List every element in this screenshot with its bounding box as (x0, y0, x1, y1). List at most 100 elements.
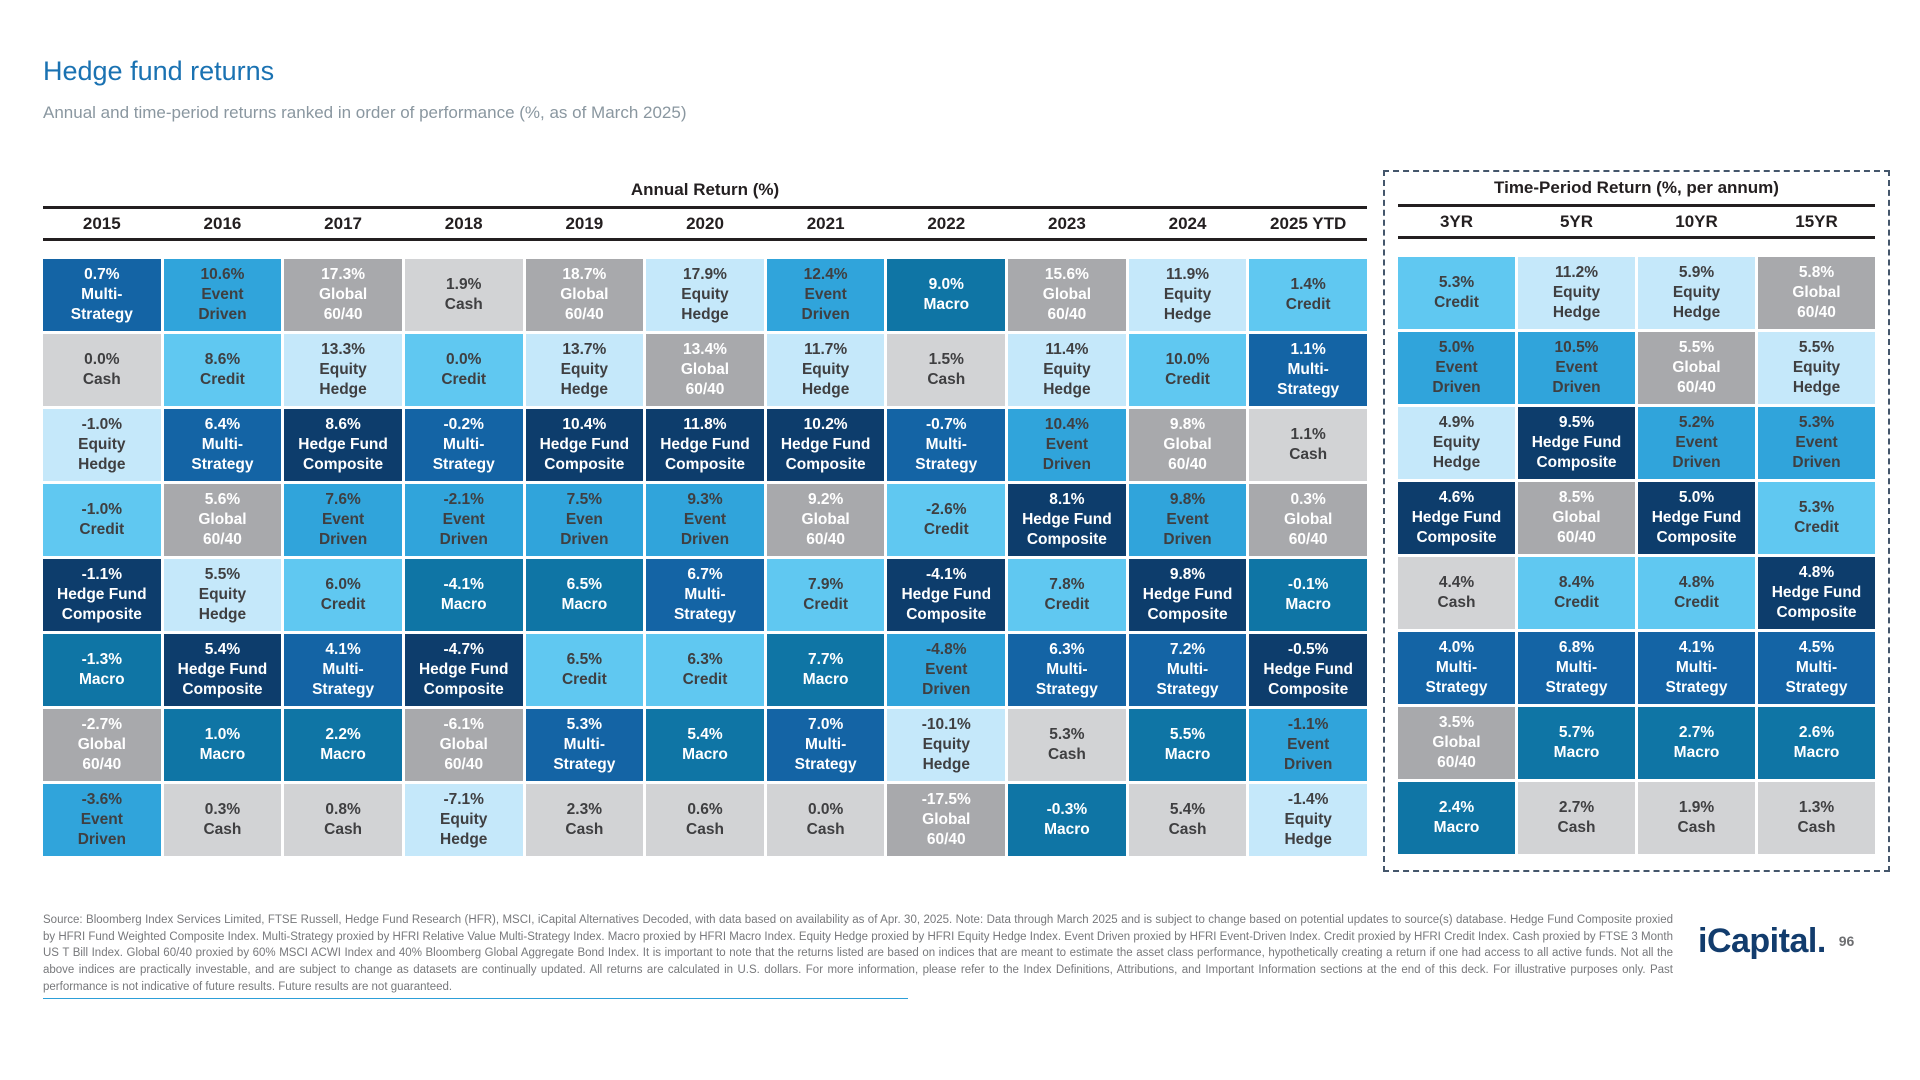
return-cell: 5.4% Hedge Fund Composite (163, 634, 282, 706)
return-cell: 11.8% Hedge Fund Composite (646, 409, 764, 481)
annual-return-grid: 0.7% Multi- Strategy 10.6% Event Driven 17… (43, 259, 1367, 856)
time-period-return-table: Time-Period Return (%, per annum) 3YR 5YR… (1383, 170, 1890, 872)
return-cell: 1.9% Cash (1638, 782, 1755, 854)
return-cell: 6.8% Multi- Strategy (1518, 632, 1635, 704)
return-cell: -1.3% Macro (43, 634, 161, 706)
column-header-2015: 2015 (82, 214, 121, 233)
return-cell: -2.1% Event Driven (404, 484, 523, 556)
return-cell: 6.0% Credit (284, 559, 402, 631)
return-cell: 6.5% Macro (525, 559, 644, 631)
return-cell: -4.8% Event Driven (887, 634, 1006, 706)
return-cell: 8.1% Hedge Fund Composite (1008, 484, 1126, 556)
return-cell: 4.9% Equity Hedge (1398, 407, 1515, 479)
return-cell: 10.4% Event Driven (1008, 409, 1126, 481)
return-cell: 4.1% Multi- Strategy (284, 634, 402, 706)
return-cell: -6.1% Global 60/40 (404, 709, 523, 781)
return-cell: 7.7% Macro (766, 634, 885, 706)
return-cell: 4.8% Hedge Fund Composite (1758, 557, 1875, 629)
return-cell: 0.0% Cash (766, 784, 885, 856)
return-cell: -0.5% Hedge Fund Composite (1249, 634, 1367, 706)
return-cell: -1.1% Hedge Fund Composite (43, 559, 161, 631)
return-cell: 5.5% Equity Hedge (163, 559, 282, 631)
page-subtitle: Annual and time-period returns ranked in… (43, 103, 687, 122)
column-header-2025-ytd: 2025 YTD (1270, 214, 1347, 233)
page-title: Hedge fund returns (43, 56, 275, 86)
column-header-2019: 2019 (565, 214, 604, 233)
logo-text: iCapital (1698, 922, 1817, 960)
return-cell: 12.4% Event Driven (766, 259, 885, 331)
return-cell: 6.7% Multi- Strategy (646, 559, 764, 631)
return-cell: 5.4% Macro (646, 709, 764, 781)
column-header-2018: 2018 (444, 214, 483, 233)
divider (43, 238, 1367, 241)
return-cell: 9.8% Global 60/40 (1128, 409, 1247, 481)
return-cell: 10.0% Credit (1128, 334, 1247, 406)
return-cell: 8.4% Credit (1518, 557, 1635, 629)
return-cell: 5.5% Global 60/40 (1638, 332, 1755, 404)
return-cell: 4.5% Multi- Strategy (1758, 632, 1875, 704)
return-cell: 11.9% Equity Hedge (1128, 259, 1247, 331)
return-cell: -1.1% Event Driven (1249, 709, 1367, 781)
logo-dot: . (1816, 922, 1827, 960)
return-cell: 9.3% Event Driven (646, 484, 764, 556)
page-number: 96 (1838, 933, 1855, 949)
return-cell: 7.0% Multi- Strategy (766, 709, 885, 781)
return-cell: 11.7% Equity Hedge (766, 334, 885, 406)
return-cell: 10.4% Hedge Fund Composite (525, 409, 644, 481)
return-cell: 7.5% Even Driven (525, 484, 644, 556)
return-cell: 0.7% Multi- Strategy (43, 259, 161, 331)
time-period-header: Time-Period Return (%, per annum) (1494, 178, 1779, 197)
return-cell: 10.6% Event Driven (163, 259, 282, 331)
return-cell: 6.4% Multi- Strategy (163, 409, 282, 481)
return-cell: 4.0% Multi- Strategy (1398, 632, 1515, 704)
return-cell: -1.4% Equity Hedge (1249, 784, 1367, 856)
return-cell: -1.0% Credit (43, 484, 161, 556)
return-cell: 1.1% Multi- Strategy (1249, 334, 1367, 406)
return-cell: 4.8% Credit (1638, 557, 1755, 629)
column-header-2024: 2024 (1168, 214, 1207, 233)
return-cell: 4.6% Hedge Fund Composite (1398, 482, 1515, 554)
return-cell: 5.8% Global 60/40 (1758, 257, 1875, 329)
return-cell: 10.2% Hedge Fund Composite (766, 409, 885, 481)
return-cell: -4.7% Hedge Fund Composite (404, 634, 523, 706)
return-cell: 0.3% Global 60/40 (1249, 484, 1367, 556)
return-cell: 9.8% Hedge Fund Composite (1128, 559, 1247, 631)
return-cell: 1.5% Cash (887, 334, 1006, 406)
column-header-3yr: 3YR (1439, 212, 1474, 231)
divider (1398, 236, 1875, 239)
return-cell: 4.4% Cash (1398, 557, 1515, 629)
column-header-2022: 2022 (927, 214, 966, 233)
return-cell: 5.9% Equity Hedge (1638, 257, 1755, 329)
return-cell: 2.6% Macro (1758, 707, 1875, 779)
return-cell: 3.5% Global 60/40 (1398, 707, 1515, 779)
return-cell: 8.6% Credit (163, 334, 282, 406)
return-cell: 2.7% Macro (1638, 707, 1755, 779)
return-cell: 2.4% Macro (1398, 782, 1515, 854)
return-cell: 11.2% Equity Hedge (1518, 257, 1635, 329)
return-cell: -0.7% Multi- Strategy (887, 409, 1006, 481)
column-header-2017: 2017 (324, 214, 362, 233)
return-cell: -17.5% Global 60/40 (887, 784, 1006, 856)
return-cell: 5.3% Credit (1758, 482, 1875, 554)
return-cell: 13.3% Equity Hedge (284, 334, 402, 406)
return-cell: -7.1% Equity Hedge (404, 784, 523, 856)
return-cell: -0.1% Macro (1249, 559, 1367, 631)
return-cell: 5.2% Event Driven (1638, 407, 1755, 479)
return-cell: 0.0% Credit (404, 334, 523, 406)
return-cell: 5.0% Event Driven (1398, 332, 1515, 404)
return-cell: 1.4% Credit (1249, 259, 1367, 331)
return-cell: 8.6% Hedge Fund Composite (284, 409, 402, 481)
return-cell: 17.3% Global 60/40 (284, 259, 402, 331)
annual-return-header: Annual Return (%) (630, 180, 780, 199)
return-cell: 5.5% Equity Hedge (1758, 332, 1875, 404)
icapital-logo: iCapital. 96 (1698, 922, 1854, 961)
return-cell: -1.0% Equity Hedge (43, 409, 161, 481)
return-cell: -2.7% Global 60/40 (43, 709, 161, 781)
column-header-2021: 2021 (806, 214, 845, 233)
return-cell: 5.3% Event Driven (1758, 407, 1875, 479)
column-header-2020: 2020 (686, 214, 724, 233)
return-cell: 5.3% Cash (1008, 709, 1126, 781)
return-cell: 2.2% Macro (284, 709, 402, 781)
return-cell: 6.3% Credit (646, 634, 764, 706)
return-cell: 6.3% Multi- Strategy (1008, 634, 1126, 706)
